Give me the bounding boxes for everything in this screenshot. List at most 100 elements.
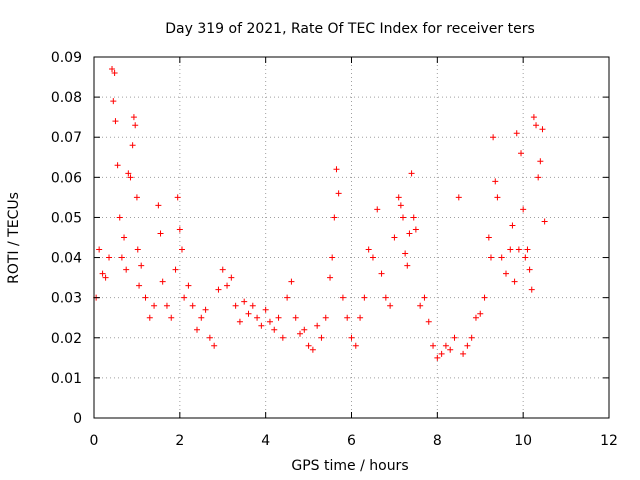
x-tick-label: 0 bbox=[90, 433, 99, 449]
data-point bbox=[288, 278, 295, 285]
data-point bbox=[284, 294, 291, 301]
data-point bbox=[116, 214, 123, 221]
data-point bbox=[194, 326, 200, 333]
data-points bbox=[93, 66, 548, 361]
data-point bbox=[111, 70, 118, 77]
data-point bbox=[136, 282, 143, 289]
data-point bbox=[515, 246, 522, 253]
data-point bbox=[123, 266, 130, 273]
data-point bbox=[198, 314, 205, 321]
x-tick-label: 8 bbox=[433, 433, 442, 449]
data-point bbox=[468, 334, 475, 341]
x-tick-label: 12 bbox=[600, 433, 618, 449]
data-point bbox=[241, 298, 248, 305]
data-point bbox=[481, 294, 488, 301]
data-point bbox=[112, 118, 119, 125]
data-point bbox=[176, 226, 183, 233]
data-point bbox=[365, 246, 372, 253]
data-point bbox=[421, 294, 428, 301]
data-point bbox=[511, 278, 518, 285]
x-tick-label: 4 bbox=[261, 433, 270, 449]
x-tick-label: 10 bbox=[514, 433, 532, 449]
data-point bbox=[327, 274, 334, 281]
data-point bbox=[518, 150, 525, 157]
data-point bbox=[219, 266, 226, 273]
data-point bbox=[138, 262, 145, 269]
data-point bbox=[151, 302, 158, 309]
data-point bbox=[387, 302, 394, 309]
data-point bbox=[215, 286, 222, 293]
data-point bbox=[509, 222, 516, 229]
data-point bbox=[378, 270, 385, 277]
data-point bbox=[460, 350, 467, 357]
data-point bbox=[155, 202, 162, 209]
data-point bbox=[455, 194, 462, 201]
data-point bbox=[541, 218, 548, 225]
data-point bbox=[528, 286, 535, 293]
data-point bbox=[129, 142, 136, 149]
data-point bbox=[142, 294, 149, 301]
y-tick-label: 0.08 bbox=[51, 90, 82, 106]
y-tick-label: 0.03 bbox=[51, 291, 82, 307]
x-tick-label: 2 bbox=[175, 433, 184, 449]
data-point bbox=[125, 170, 132, 177]
data-point bbox=[503, 270, 509, 277]
data-point bbox=[245, 310, 252, 317]
data-point bbox=[400, 214, 406, 221]
data-point bbox=[507, 246, 514, 253]
data-point bbox=[309, 346, 316, 353]
data-point bbox=[172, 266, 179, 273]
data-point bbox=[438, 350, 445, 357]
x-axis-label: GPS time / hours bbox=[291, 458, 408, 474]
grid-lines bbox=[94, 57, 609, 418]
data-point bbox=[232, 302, 239, 309]
data-point bbox=[335, 190, 342, 197]
y-axis-label: ROTI / TECUs bbox=[6, 192, 22, 284]
data-point bbox=[329, 254, 336, 261]
data-point bbox=[442, 342, 449, 349]
data-point bbox=[498, 254, 505, 261]
axis-ticks bbox=[93, 56, 610, 419]
data-point bbox=[530, 114, 537, 121]
data-point bbox=[369, 254, 376, 261]
data-point bbox=[490, 134, 497, 141]
data-point bbox=[178, 246, 185, 253]
data-point bbox=[451, 334, 458, 341]
data-point bbox=[133, 194, 140, 201]
data-point bbox=[121, 234, 128, 241]
data-point bbox=[410, 214, 417, 221]
data-point bbox=[292, 314, 299, 321]
data-point bbox=[352, 342, 359, 349]
y-tick-label: 0.05 bbox=[51, 210, 82, 226]
y-tick-label: 0.09 bbox=[51, 50, 82, 66]
data-point bbox=[157, 230, 164, 237]
data-point bbox=[318, 334, 325, 341]
data-point bbox=[464, 342, 471, 349]
data-point bbox=[339, 294, 346, 301]
data-point bbox=[275, 314, 282, 321]
data-point bbox=[159, 278, 166, 285]
data-point bbox=[382, 294, 389, 301]
data-point bbox=[99, 270, 106, 277]
data-point bbox=[132, 122, 139, 129]
data-point bbox=[102, 274, 109, 281]
data-point bbox=[539, 126, 546, 133]
data-point bbox=[236, 318, 243, 325]
data-point bbox=[526, 266, 533, 273]
data-point bbox=[425, 318, 432, 325]
y-tick-label: 0.02 bbox=[51, 331, 82, 347]
data-point bbox=[487, 254, 494, 261]
data-point bbox=[189, 302, 196, 309]
data-point bbox=[228, 274, 235, 281]
chart-title: Day 319 of 2021, Rate Of TEC Index for r… bbox=[165, 21, 535, 37]
data-point bbox=[130, 114, 137, 121]
data-point bbox=[406, 230, 413, 237]
y-tick-label: 0.01 bbox=[51, 371, 82, 387]
y-tick-label: 0.07 bbox=[51, 130, 82, 146]
data-point bbox=[118, 254, 125, 261]
data-point bbox=[513, 130, 520, 137]
data-point bbox=[258, 322, 265, 329]
data-point bbox=[397, 202, 404, 209]
data-point bbox=[314, 322, 321, 329]
